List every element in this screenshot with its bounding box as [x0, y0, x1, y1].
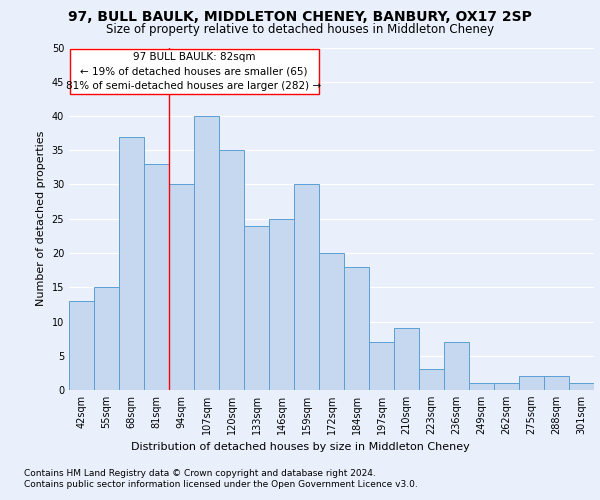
- Text: Size of property relative to detached houses in Middleton Cheney: Size of property relative to detached ho…: [106, 23, 494, 36]
- Bar: [294, 184, 319, 390]
- Text: Contains HM Land Registry data © Crown copyright and database right 2024.: Contains HM Land Registry data © Crown c…: [24, 469, 376, 478]
- Bar: [219, 150, 244, 390]
- Bar: [94, 287, 119, 390]
- Bar: [319, 253, 344, 390]
- Bar: [419, 370, 444, 390]
- Bar: [569, 383, 594, 390]
- FancyBboxPatch shape: [70, 49, 319, 94]
- Text: 97 BULL BAULK: 82sqm: 97 BULL BAULK: 82sqm: [133, 52, 255, 62]
- Text: 81% of semi-detached houses are larger (282) →: 81% of semi-detached houses are larger (…: [67, 81, 322, 91]
- Bar: [269, 219, 294, 390]
- Bar: [494, 383, 519, 390]
- Bar: [544, 376, 569, 390]
- Bar: [69, 301, 94, 390]
- Text: 97, BULL BAULK, MIDDLETON CHENEY, BANBURY, OX17 2SP: 97, BULL BAULK, MIDDLETON CHENEY, BANBUR…: [68, 10, 532, 24]
- Bar: [394, 328, 419, 390]
- Bar: [469, 383, 494, 390]
- Bar: [444, 342, 469, 390]
- Bar: [169, 184, 194, 390]
- Text: Contains public sector information licensed under the Open Government Licence v3: Contains public sector information licen…: [24, 480, 418, 489]
- Text: Distribution of detached houses by size in Middleton Cheney: Distribution of detached houses by size …: [131, 442, 469, 452]
- Y-axis label: Number of detached properties: Number of detached properties: [36, 131, 46, 306]
- Bar: [119, 136, 144, 390]
- Bar: [344, 266, 369, 390]
- Bar: [519, 376, 544, 390]
- Bar: [144, 164, 169, 390]
- Bar: [369, 342, 394, 390]
- Text: ← 19% of detached houses are smaller (65): ← 19% of detached houses are smaller (65…: [80, 66, 308, 76]
- Bar: [194, 116, 219, 390]
- Bar: [244, 226, 269, 390]
